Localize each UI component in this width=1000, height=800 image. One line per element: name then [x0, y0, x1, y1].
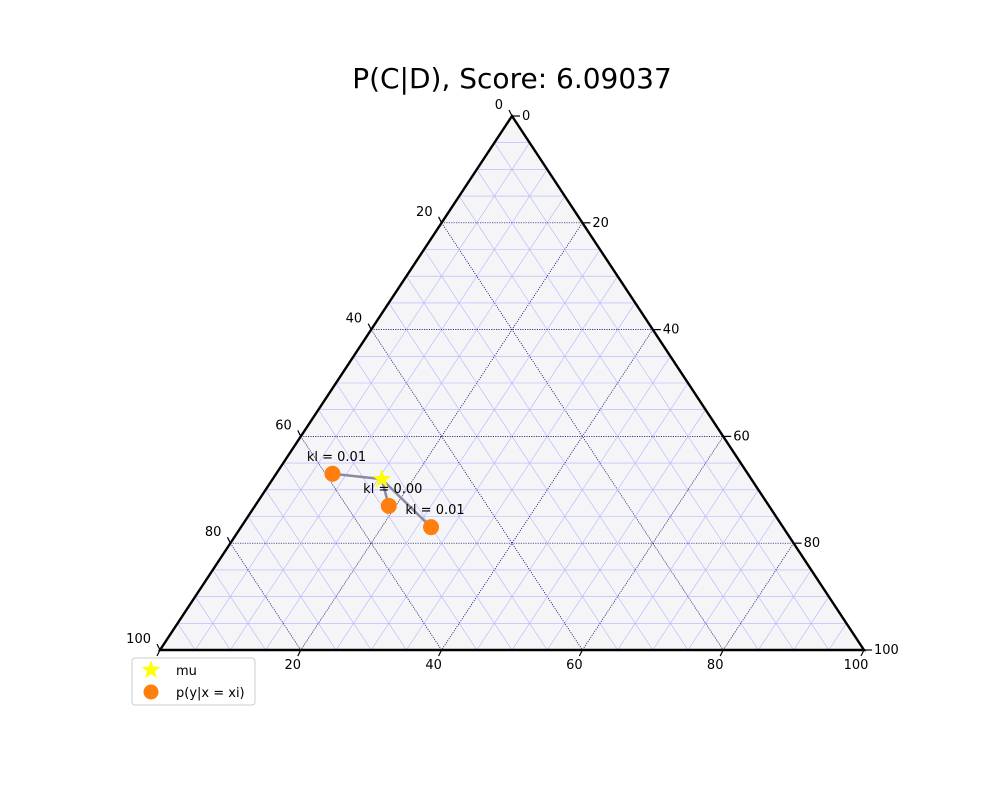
legend-frame	[131, 657, 256, 706]
minor-grid-line	[265, 195, 566, 651]
grid-lines	[177, 142, 847, 651]
bottom-axis-tick-label: 100	[844, 658, 869, 673]
triangle-border	[157, 113, 867, 652]
legend: mu p(y|x = xi)	[131, 657, 256, 706]
data-points	[324, 465, 440, 536]
bottom-axis-tick	[297, 649, 302, 657]
major-grid-line	[300, 436, 442, 651]
left-axis-tick	[226, 536, 231, 544]
right-axis-tick-label: 40	[663, 323, 680, 338]
minor-grid-line	[687, 516, 777, 651]
right-axis-tick-label: 80	[804, 536, 821, 551]
left-axis-tick-label: 20	[416, 205, 433, 220]
minor-grid-line	[247, 516, 337, 651]
bottom-axis-tick-label: 60	[566, 658, 583, 673]
minor-grid-line	[335, 382, 513, 651]
minor-grid-line	[793, 596, 830, 651]
legend-item: p(y|x = xi)	[143, 684, 245, 701]
minor-grid-line	[406, 302, 636, 651]
ternary-plot-area: 000202020404040606060808080100100100kl =…	[126, 98, 899, 673]
major-grid-line	[582, 436, 724, 651]
legend-star-marker	[141, 660, 161, 679]
minor-grid-line	[318, 409, 478, 651]
minor-grid-line	[194, 142, 530, 651]
right-axis-tick-label: 20	[592, 216, 609, 231]
minor-grid-line	[458, 195, 759, 651]
minor-grid-line	[335, 249, 601, 651]
left-axis-tick-label: 80	[205, 525, 222, 540]
minor-grid-line	[353, 356, 548, 651]
kl-connector	[380, 477, 433, 529]
right-axis-tick-label: 60	[733, 429, 750, 444]
minor-grid-line	[617, 462, 742, 651]
axis-ticks: 000202020404040606060808080100100100	[126, 98, 899, 673]
left-axis-tick	[367, 323, 372, 330]
kl-connector	[331, 472, 384, 481]
minor-grid-line	[652, 489, 759, 651]
left-axis-tick	[156, 643, 161, 651]
minor-grid-line	[828, 623, 847, 651]
chart-title: P(C|D), Score: 6.09037	[352, 62, 672, 95]
minor-grid-line	[177, 623, 196, 651]
kl-annotation: kl = 0.00	[363, 482, 422, 497]
major-grid-line	[230, 543, 302, 651]
distribution-point	[380, 497, 397, 514]
mu-star-marker	[372, 469, 392, 488]
minor-grid-line	[388, 302, 618, 651]
kl-annotation: kl = 0.01	[405, 503, 464, 518]
legend-label: p(y|x = xi)	[176, 686, 245, 701]
bottom-axis-tick-label: 40	[425, 658, 442, 673]
distribution-point	[423, 519, 440, 536]
minor-grid-line	[758, 569, 812, 651]
distribution-point	[324, 465, 341, 482]
left-axis-tick-label: 0	[495, 98, 503, 113]
bottom-axis-tick	[578, 649, 583, 657]
left-axis-tick	[438, 216, 443, 224]
left-axis-tick	[297, 430, 302, 437]
right-axis-tick-label: 0	[522, 109, 530, 124]
bottom-axis-tick-label: 80	[707, 658, 724, 673]
legend-item: mu	[141, 660, 197, 679]
left-axis-tick-label: 100	[126, 632, 151, 647]
left-axis-tick-label: 60	[275, 418, 292, 433]
minor-grid-line	[265, 489, 372, 651]
annotations: kl = 0.01 kl = 0.00 kl = 0.01	[307, 450, 465, 518]
bottom-axis-tick-label: 20	[285, 658, 302, 673]
legend-circle-marker	[143, 684, 159, 700]
bottom-axis-tick	[156, 649, 161, 657]
minor-grid-line	[194, 596, 231, 651]
bottom-axis-tick	[719, 649, 724, 657]
bottom-axis-tick	[860, 649, 865, 657]
kl-annotation: kl = 0.01	[307, 450, 366, 465]
minor-grid-line	[511, 382, 689, 651]
minor-grid-line	[494, 142, 830, 651]
minor-grid-line	[423, 249, 689, 651]
minor-grid-line	[212, 569, 266, 651]
minor-grid-line	[476, 356, 671, 651]
minor-grid-line	[282, 462, 407, 651]
bottom-axis-tick	[438, 649, 443, 657]
legend-label: mu	[176, 664, 197, 679]
left-axis-tick-label: 40	[346, 312, 363, 327]
major-grid-line	[722, 543, 794, 651]
left-axis-tick	[508, 109, 513, 117]
right-axis-tick-label: 100	[874, 643, 899, 658]
minor-grid-line	[546, 409, 706, 651]
